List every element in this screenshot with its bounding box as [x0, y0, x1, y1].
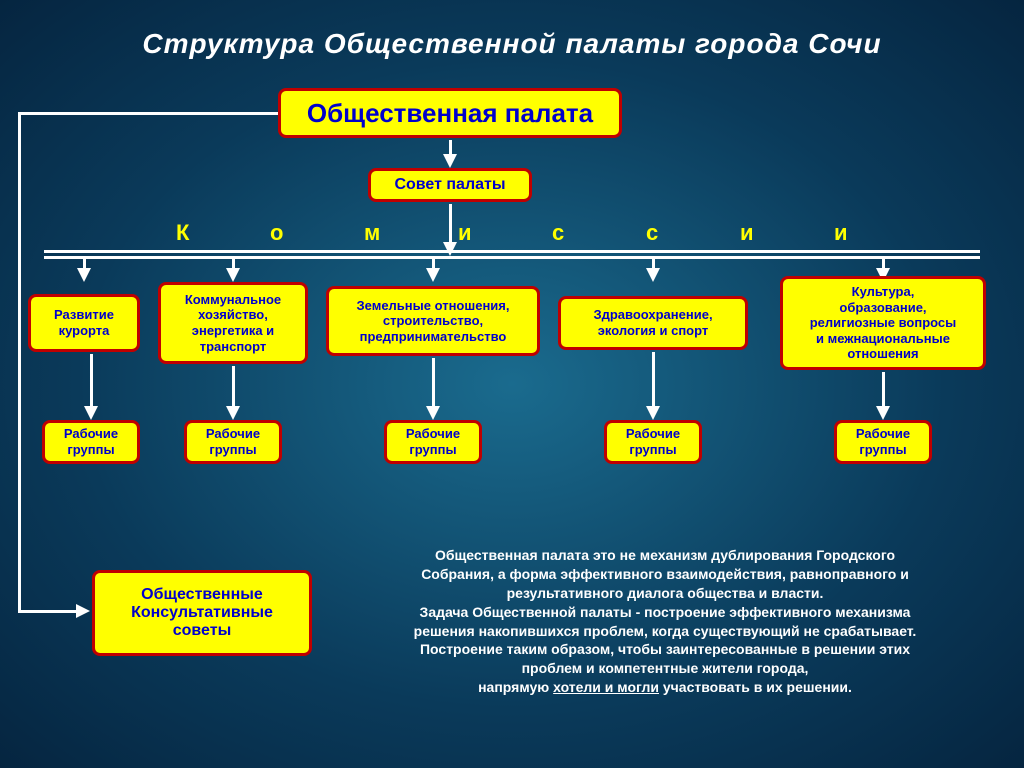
hbar2: [44, 256, 980, 259]
wg-label: Рабочиегруппы: [626, 426, 680, 457]
wg-line: [232, 366, 235, 408]
wg-box-0: Рабочиегруппы: [42, 420, 140, 464]
side-connector-bot: [18, 610, 78, 613]
description-paragraph: Общественная палата это не механизм дубл…: [340, 546, 990, 697]
side-connector-top: [18, 112, 278, 115]
drop-arrow: [646, 268, 660, 282]
underlined-phrase: хотели и могли: [553, 679, 659, 695]
main-box-label: Общественная палата: [307, 98, 593, 129]
commission-label: Коммунальноехозяйство,энергетика итрансп…: [185, 292, 281, 354]
paragraph-line: Общественная палата это не механизм дубл…: [340, 546, 990, 565]
wg-box-3: Рабочиегруппы: [604, 420, 702, 464]
paragraph-line: Собрания, а форма эффективного взаимодей…: [340, 565, 990, 584]
commission-box-0: Развитиекурорта: [28, 294, 140, 352]
commission-letter: и: [740, 220, 754, 246]
commission-letter: о: [270, 220, 283, 246]
wg-arrow: [84, 406, 98, 420]
wg-box-1: Рабочиегруппы: [184, 420, 282, 464]
wg-arrow: [426, 406, 440, 420]
wg-box-2: Рабочиегруппы: [384, 420, 482, 464]
paragraph-line: проблем и компетентные жители города,: [340, 659, 990, 678]
bottom-box-label: ОбщественныеКонсультативныесоветы: [131, 586, 273, 640]
commission-box-3: Здравоохранение,экология и спорт: [558, 296, 748, 350]
page-title: Структура Общественной палаты города Соч…: [0, 0, 1024, 60]
wg-line: [652, 352, 655, 408]
paragraph-line: результативного диалога общества и власт…: [340, 584, 990, 603]
main-box: Общественная палата: [278, 88, 622, 138]
commission-label: Развитиекурорта: [54, 307, 114, 338]
wg-line: [882, 372, 885, 408]
hbar: [44, 250, 980, 253]
council-box: Совет палаты: [368, 168, 532, 202]
wg-line: [432, 358, 435, 408]
commission-label: Культура,образование,религиозные вопросы…: [810, 284, 957, 362]
bottom-box: ОбщественныеКонсультативныесоветы: [92, 570, 312, 656]
wg-label: Рабочиегруппы: [64, 426, 118, 457]
commission-label: Земельные отношения,строительство,предпр…: [357, 298, 510, 345]
wg-label: Рабочиегруппы: [406, 426, 460, 457]
wg-arrow: [876, 406, 890, 420]
commission-letter: с: [646, 220, 658, 246]
side-arrow: [76, 604, 90, 618]
drop-arrow: [426, 268, 440, 282]
commission-label: Здравоохранение,экология и спорт: [593, 307, 712, 338]
paragraph-line: решения накопившихся проблем, когда суще…: [340, 622, 990, 641]
commission-letter: и: [458, 220, 472, 246]
drop-arrow: [226, 268, 240, 282]
paragraph-line: напрямую хотели и могли участвовать в их…: [340, 678, 990, 697]
wg-line: [90, 354, 93, 408]
wg-label: Рабочиегруппы: [206, 426, 260, 457]
side-connector-v: [18, 112, 21, 610]
arrow-line: [449, 204, 452, 244]
drop-arrow: [77, 268, 91, 282]
paragraph-line: Построение таким образом, чтобы заинтере…: [340, 640, 990, 659]
commission-box-2: Земельные отношения,строительство,предпр…: [326, 286, 540, 356]
arrow-head: [443, 154, 457, 168]
commission-letter: с: [552, 220, 564, 246]
commission-box-4: Культура,образование,религиозные вопросы…: [780, 276, 986, 370]
commission-letter: и: [834, 220, 848, 246]
commission-letter: м: [364, 220, 380, 246]
council-label: Совет палаты: [394, 175, 505, 194]
arrow-head: [443, 242, 457, 256]
wg-label: Рабочиегруппы: [856, 426, 910, 457]
wg-arrow: [226, 406, 240, 420]
paragraph-line: Задача Общественной палаты - построение …: [340, 603, 990, 622]
commission-letter: К: [176, 220, 189, 246]
wg-arrow: [646, 406, 660, 420]
commission-box-1: Коммунальноехозяйство,энергетика итрансп…: [158, 282, 308, 364]
wg-box-4: Рабочиегруппы: [834, 420, 932, 464]
